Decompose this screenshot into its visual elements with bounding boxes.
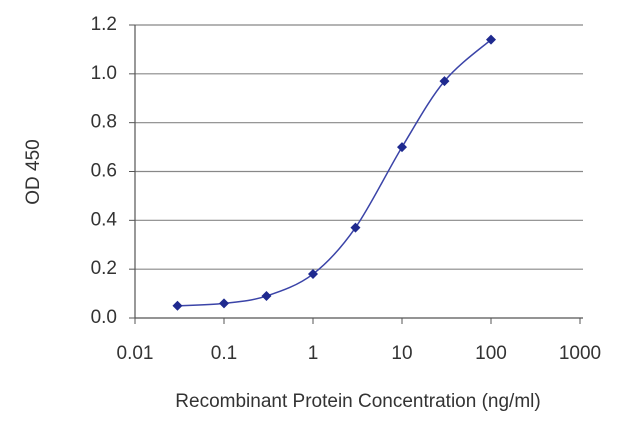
- x-tick-label: 100: [475, 343, 507, 364]
- y-axis-title: OD 450: [23, 139, 44, 204]
- data-point: [350, 222, 361, 233]
- data-point: [172, 300, 183, 311]
- y-tick-label: 0.2: [91, 258, 117, 279]
- y-tick-label: 0.4: [91, 209, 118, 230]
- x-axis-title: Recombinant Protein Concentration (ng/ml…: [175, 391, 540, 412]
- data-line: [177, 39, 492, 307]
- data-point: [308, 269, 318, 280]
- data-point: [439, 76, 450, 87]
- x-tick-label: 10: [391, 343, 412, 364]
- y-tick-label: 0.0: [91, 307, 117, 328]
- x-tick-label: 0.1: [211, 343, 237, 364]
- x-tick-label: 1000: [559, 343, 601, 364]
- x-tick-label: 0.01: [117, 343, 154, 364]
- data-point: [486, 34, 496, 45]
- y-tick-label: 0.8: [91, 112, 117, 133]
- y-tick-label: 1.2: [91, 14, 117, 35]
- y-tick-label: 0.6: [91, 161, 117, 182]
- x-tick-label: 1: [308, 343, 319, 364]
- y-tick-label: 1.0: [91, 63, 117, 84]
- data-point: [261, 291, 272, 302]
- data-point: [219, 298, 229, 309]
- data-point: [397, 142, 407, 153]
